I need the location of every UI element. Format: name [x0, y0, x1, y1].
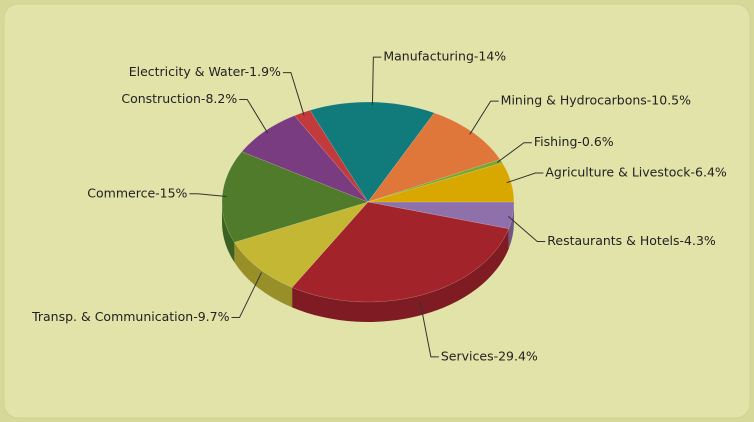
slice-label: Transp. & Communication-9.7% — [31, 309, 230, 324]
slice-label: Fishing-0.6% — [534, 134, 614, 149]
leader-line — [239, 98, 269, 134]
pie-slice — [233, 201, 369, 288]
pie-slice — [367, 162, 515, 203]
slice-label: Commerce-15% — [87, 185, 187, 200]
slice-side — [234, 242, 293, 308]
slice-side — [222, 202, 235, 263]
slice-label: Services-29.4% — [441, 348, 538, 363]
leader-line — [419, 301, 439, 358]
pie-slice — [291, 201, 510, 303]
leader-line — [508, 216, 546, 243]
leader-line — [469, 100, 499, 135]
slice-side — [508, 202, 514, 249]
pie-slice — [367, 201, 515, 229]
leader-line — [282, 72, 305, 116]
pie-slice — [367, 159, 503, 203]
leader-line — [371, 56, 382, 106]
leader-line — [496, 142, 532, 163]
slice-label: Restaurants & Hotels-4.3% — [547, 233, 716, 248]
pie-slice — [294, 109, 369, 203]
slice-label: Manufacturing-14% — [383, 49, 506, 64]
leader-line — [231, 272, 262, 319]
slice-label: Electricity & Water-1.9% — [129, 64, 281, 79]
pie-slice — [367, 112, 501, 203]
leader-line — [506, 172, 544, 184]
leader-line — [189, 193, 227, 198]
pie-slice — [241, 115, 369, 203]
slice-label: Agriculture & Livestock-6.4% — [545, 165, 727, 180]
slice-label: Mining & Hydrocarbons-10.5% — [501, 93, 691, 108]
slice-side — [292, 228, 509, 322]
slice-label: Construction-8.2% — [121, 91, 237, 106]
